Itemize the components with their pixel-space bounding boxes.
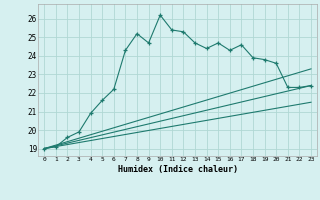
- X-axis label: Humidex (Indice chaleur): Humidex (Indice chaleur): [118, 165, 238, 174]
